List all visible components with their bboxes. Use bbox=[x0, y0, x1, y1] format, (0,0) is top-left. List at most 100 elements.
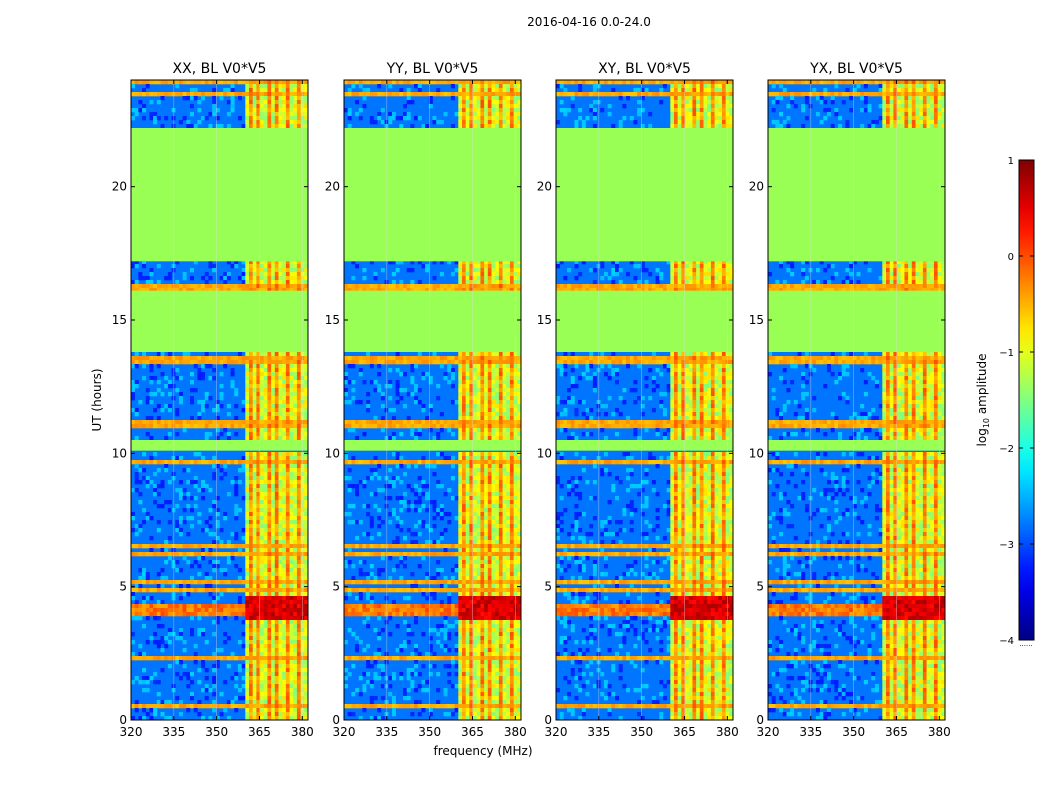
heatmap-cell bbox=[391, 552, 396, 557]
heatmap-cell bbox=[369, 288, 374, 293]
heatmap-cell bbox=[369, 420, 374, 425]
heatmap-cell bbox=[289, 700, 294, 705]
heatmap-cell bbox=[491, 456, 496, 461]
heatmap-cell bbox=[249, 624, 253, 629]
heatmap-cell bbox=[289, 84, 294, 89]
heatmap-cell bbox=[358, 420, 363, 425]
heatmap-cell bbox=[131, 680, 135, 685]
heatmap-cell bbox=[241, 604, 246, 609]
heatmap-cell bbox=[487, 84, 492, 89]
heatmap-cell bbox=[167, 276, 172, 281]
heatmap-cell bbox=[513, 376, 518, 381]
heatmap-cell bbox=[458, 104, 463, 109]
heatmap-cell bbox=[351, 356, 356, 361]
heatmap-cell bbox=[358, 80, 363, 85]
heatmap-cell bbox=[249, 452, 253, 457]
heatmap-cell bbox=[285, 400, 290, 405]
heatmap-cell bbox=[241, 704, 246, 709]
heatmap-cell bbox=[278, 536, 283, 541]
heatmap-cell bbox=[282, 476, 287, 481]
heatmap-cell bbox=[414, 396, 419, 401]
heatmap-cell bbox=[465, 436, 470, 441]
heatmap-cell bbox=[234, 704, 239, 709]
heatmap-cell bbox=[249, 536, 253, 541]
heatmap-cell bbox=[469, 96, 474, 101]
heatmap-cell bbox=[252, 548, 257, 553]
heatmap-cell bbox=[260, 528, 265, 533]
heatmap-cell bbox=[480, 488, 485, 493]
heatmap-cell bbox=[282, 628, 287, 633]
heatmap-cell bbox=[293, 608, 298, 613]
heatmap-cell bbox=[487, 372, 492, 377]
heatmap-cell bbox=[260, 392, 265, 397]
heatmap-cell bbox=[439, 120, 444, 125]
heatmap-cell bbox=[145, 580, 150, 585]
heatmap-cell bbox=[249, 84, 253, 89]
heatmap-cell bbox=[131, 592, 135, 597]
heatmap-cell bbox=[274, 532, 279, 537]
heatmap-cell bbox=[223, 612, 228, 617]
heatmap-cell bbox=[256, 360, 261, 365]
heatmap-cell bbox=[358, 108, 363, 113]
heatmap-cell bbox=[465, 500, 470, 505]
heatmap-cell bbox=[300, 612, 305, 617]
heatmap-cell bbox=[465, 516, 470, 521]
heatmap-cell bbox=[289, 572, 294, 577]
heatmap-cell bbox=[278, 264, 283, 269]
heatmap-cell bbox=[215, 92, 220, 97]
heatmap-cell bbox=[252, 416, 257, 421]
heatmap-cell bbox=[293, 104, 298, 109]
heatmap-cell bbox=[487, 104, 492, 109]
heatmap-cell bbox=[491, 536, 496, 541]
heatmap-cell bbox=[495, 288, 500, 293]
heatmap-cell bbox=[502, 420, 507, 425]
heatmap-cell bbox=[509, 388, 514, 393]
heatmap-cell bbox=[285, 284, 290, 289]
heatmap-cell bbox=[473, 504, 478, 509]
heatmap-cell bbox=[502, 92, 507, 97]
heatmap-cell bbox=[358, 424, 363, 429]
heatmap-cell bbox=[369, 116, 374, 121]
heatmap-cell bbox=[160, 588, 165, 593]
heatmap-cell bbox=[462, 544, 466, 549]
heatmap-cell bbox=[293, 588, 298, 593]
heatmap-cell bbox=[300, 692, 305, 697]
heatmap-cell bbox=[369, 516, 374, 521]
heatmap-cell bbox=[212, 420, 217, 425]
heatmap-cell bbox=[234, 92, 239, 97]
heatmap-cell bbox=[285, 580, 290, 585]
heatmap-cell bbox=[399, 92, 404, 97]
heatmap-cell bbox=[462, 400, 466, 405]
heatmap-cell bbox=[491, 544, 496, 549]
heatmap-cell bbox=[465, 116, 470, 121]
heatmap-cell bbox=[260, 524, 265, 529]
heatmap-cell bbox=[425, 80, 430, 85]
heatmap-cell bbox=[347, 476, 352, 481]
heatmap-cell bbox=[153, 544, 158, 549]
heatmap-cell bbox=[285, 700, 290, 705]
heatmap-cell bbox=[252, 80, 257, 85]
heatmap-cell bbox=[377, 384, 382, 389]
heatmap-cell bbox=[487, 100, 492, 105]
heatmap-cell bbox=[282, 480, 287, 485]
heatmap-cell bbox=[484, 104, 489, 109]
heatmap-cell bbox=[388, 356, 393, 361]
heatmap-cell bbox=[362, 96, 367, 101]
heatmap-cell bbox=[480, 400, 485, 405]
heatmap-cell bbox=[347, 460, 352, 465]
heatmap-cell bbox=[178, 712, 183, 717]
heatmap-cell bbox=[300, 628, 305, 633]
heatmap-cell bbox=[164, 544, 169, 549]
heatmap-cell bbox=[355, 536, 360, 541]
heatmap-cell bbox=[175, 432, 180, 437]
heatmap-cell bbox=[241, 284, 246, 289]
heatmap-cell bbox=[362, 380, 367, 385]
heatmap-cell bbox=[145, 480, 150, 485]
heatmap-cell bbox=[256, 288, 261, 293]
heatmap-cell bbox=[487, 412, 492, 417]
heatmap-cell bbox=[267, 528, 272, 533]
heatmap-cell bbox=[502, 276, 507, 281]
heatmap-cell bbox=[502, 368, 507, 373]
heatmap-cell bbox=[274, 488, 279, 493]
heatmap-cell bbox=[249, 96, 253, 101]
